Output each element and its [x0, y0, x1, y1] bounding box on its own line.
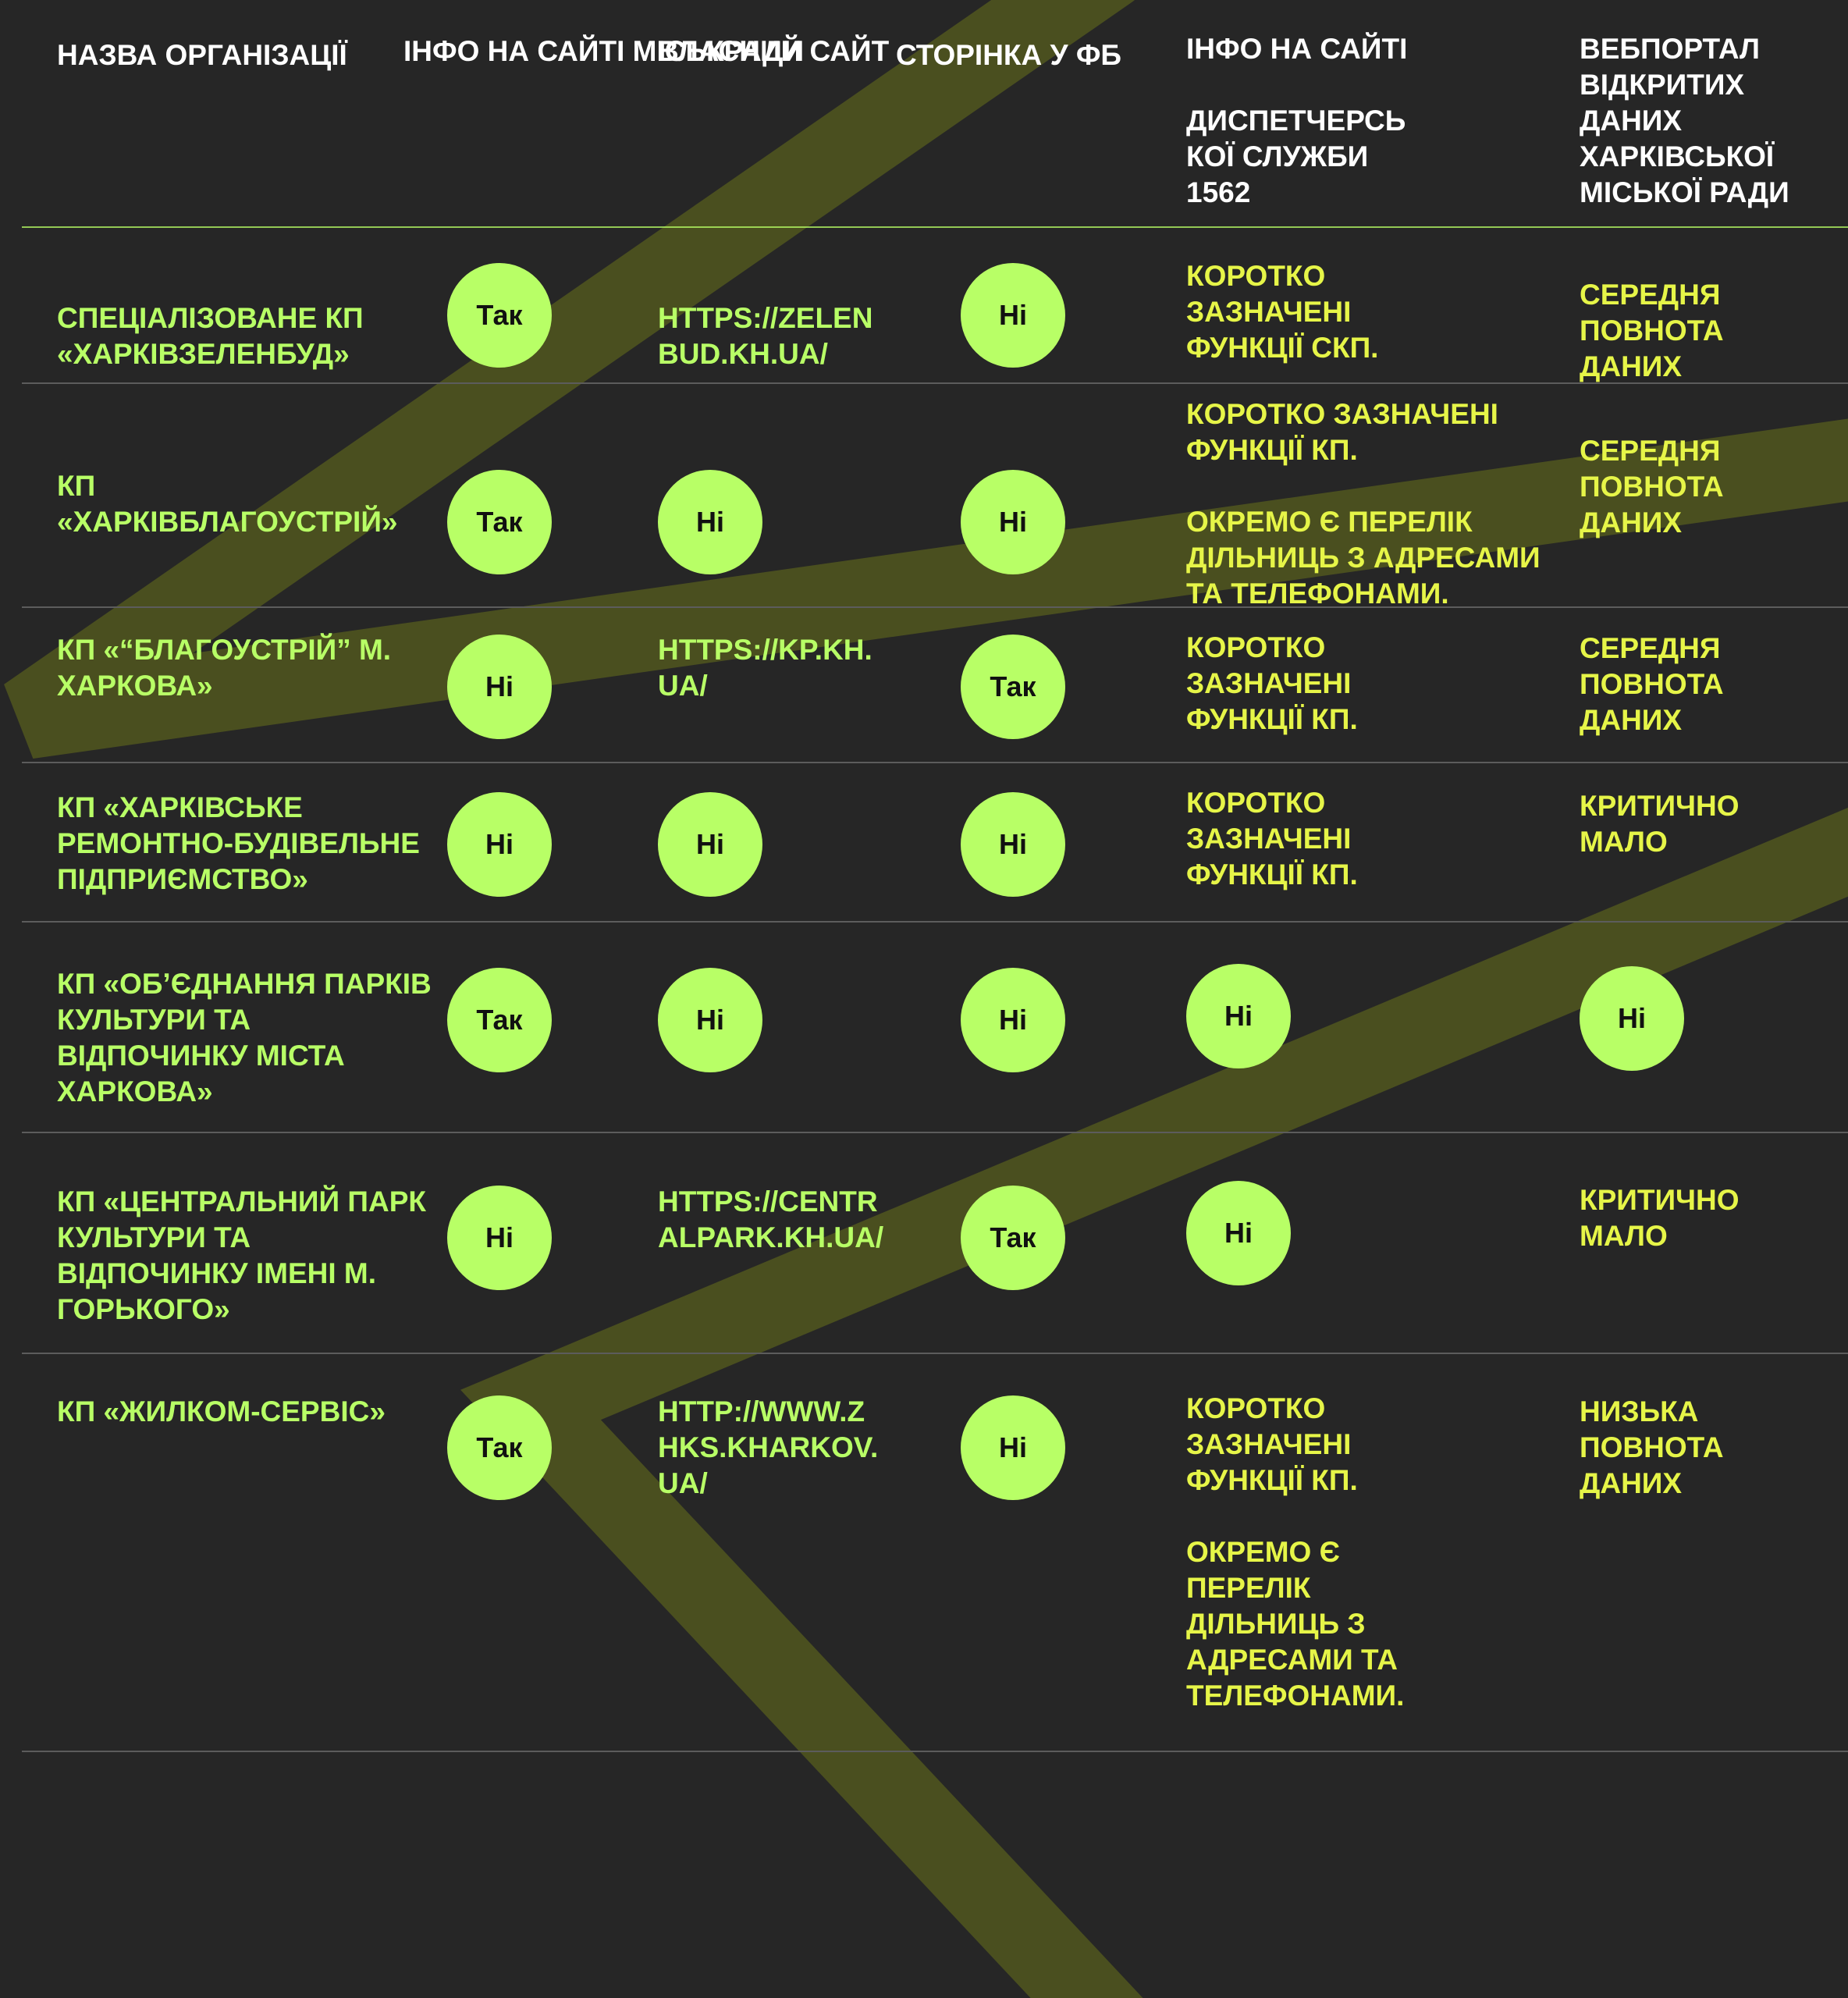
header-divider [22, 226, 1848, 228]
row-divider [22, 1751, 1848, 1752]
own-website-link[interactable]: https://zelen bud.kh.ua/ [658, 302, 873, 370]
decorative-stripe-upper [4, 0, 1848, 759]
header-dispatch-service: Інфо на сайті диспетчерсь кої служби 156… [1186, 33, 1408, 208]
open-data-completeness: Середня повнота даних [1580, 435, 1724, 539]
row-divider [22, 606, 1848, 608]
status-badge-city-site: Так [447, 470, 552, 574]
status-badge-city-site: Так [447, 263, 552, 368]
row-divider [22, 762, 1848, 763]
header-city-council-site: Інфо на сайті міськради [403, 35, 805, 67]
status-badge-fb: Ні [961, 968, 1065, 1072]
header-facebook-page: Сторінка у ФБ [896, 39, 1121, 71]
decorative-stripe-lower [460, 807, 1848, 1998]
open-data-completeness: Низька повнота даних [1580, 1395, 1724, 1499]
open-data-completeness: Середня повнота даних [1580, 279, 1724, 382]
status-badge-fb: Ні [961, 263, 1065, 368]
organization-name: Спеціалізоване КП «Харківзеленбуд» [57, 302, 364, 370]
status-badge-own-site: Ні [658, 792, 762, 897]
status-badge-own-site: Ні [658, 470, 762, 574]
status-badge-fb: Так [961, 635, 1065, 739]
organization-name: КП «Об’єднання парків культури та відпоч… [57, 968, 432, 1107]
header-own-website: Власний сайт [658, 35, 890, 67]
row-divider [22, 921, 1848, 923]
open-data-completeness: Критично мало [1580, 1184, 1740, 1252]
status-badge-city-site: Так [447, 968, 552, 1072]
status-badge-fb: Ні [961, 470, 1065, 574]
header-organization-name: Назва організації [57, 39, 347, 71]
status-badge-fb: Ні [961, 792, 1065, 897]
organization-name: КП «Жилком-сервіс» [57, 1395, 386, 1427]
organization-name: КП «Харківське ремонтно-будівельне підпр… [57, 791, 420, 895]
status-badge-open-data: Ні [1580, 966, 1684, 1071]
status-badge-own-site: Ні [658, 968, 762, 1072]
row-divider [22, 382, 1848, 384]
status-badge-fb: Ні [961, 1395, 1065, 1500]
open-data-completeness: Критично мало [1580, 790, 1740, 858]
status-badge-dispatch: Ні [1186, 1181, 1291, 1285]
status-badge-dispatch: Ні [1186, 964, 1291, 1068]
organization-name: КП «Харківблагоустрій» [57, 470, 398, 538]
header-open-data-portal: Вебпортал відкритих даних Харківської мі… [1580, 33, 1789, 208]
row-divider [22, 1132, 1848, 1133]
status-badge-city-site: Так [447, 1395, 552, 1500]
organization-name: КП «“Благоустрій” м. Харкова» [57, 634, 392, 702]
own-website-link[interactable]: https://kp.kh. ua/ [658, 634, 872, 702]
open-data-completeness: Середня повнота даних [1580, 632, 1724, 736]
status-badge-city-site: Ні [447, 635, 552, 739]
dispatch-info-text: Коротко зазначені функції КП. [1186, 787, 1358, 891]
dispatch-info-text: Коротко зазначені функції КП. Окремо є п… [1186, 398, 1541, 610]
row-divider [22, 1353, 1848, 1354]
dispatch-info-text: Коротко зазначені функції КП. [1186, 631, 1358, 735]
own-website-link[interactable]: http://www.z hks.kharkov. ua/ [658, 1395, 879, 1499]
status-badge-city-site: Ні [447, 1186, 552, 1290]
dispatch-info-text: Коротко зазначені функції СКП. [1186, 260, 1379, 364]
own-website-link[interactable]: https://centr alpark.kh.ua/ [658, 1186, 884, 1253]
status-badge-fb: Так [961, 1186, 1065, 1290]
organization-name: КП «Центральний парк культури та відпочи… [57, 1186, 426, 1325]
status-badge-city-site: Ні [447, 792, 552, 897]
dispatch-info-text: Коротко зазначені функції КП. Окремо є п… [1186, 1392, 1405, 1712]
